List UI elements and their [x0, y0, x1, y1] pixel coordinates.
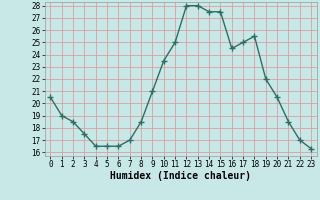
X-axis label: Humidex (Indice chaleur): Humidex (Indice chaleur) — [110, 171, 251, 181]
